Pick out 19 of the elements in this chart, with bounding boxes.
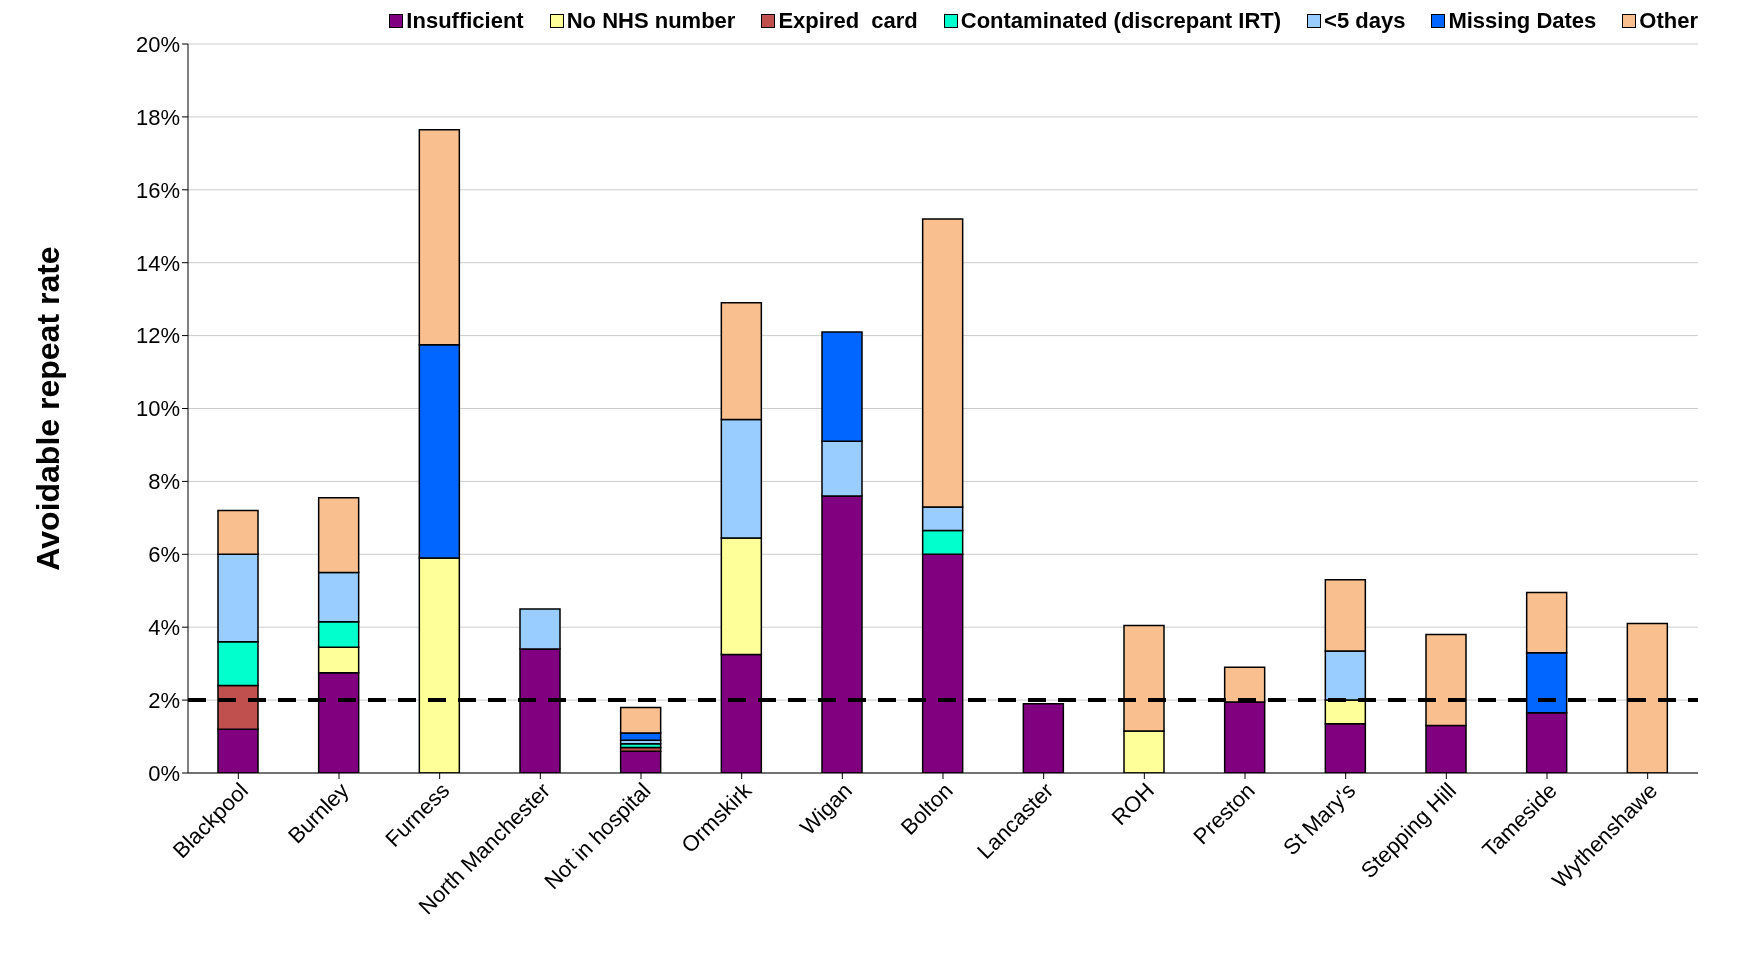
y-tick-label: 16% bbox=[135, 177, 180, 203]
legend-label: Expired card bbox=[777, 8, 918, 34]
legend-label: Other bbox=[1638, 8, 1698, 34]
y-tick-label: 12% bbox=[135, 323, 180, 349]
y-tick-label: 10% bbox=[135, 396, 180, 422]
y-tick-label: 6% bbox=[148, 542, 180, 568]
y-tick-label: 4% bbox=[148, 615, 180, 641]
legend-label: <5 days bbox=[1323, 8, 1406, 34]
y-tick-label: 8% bbox=[148, 469, 180, 495]
legend-label: Missing Dates bbox=[1447, 8, 1597, 34]
y-axis-title: Avoidable repeat rate bbox=[30, 246, 67, 571]
y-tick-label: 0% bbox=[148, 760, 180, 786]
y-tick-label: 2% bbox=[148, 687, 180, 713]
y-tick-label: 18% bbox=[135, 104, 180, 130]
legend-label: Insufficient bbox=[405, 8, 524, 34]
legend-label: Contaminated (discrepant IRT) bbox=[959, 8, 1282, 34]
y-tick-label: 20% bbox=[135, 31, 180, 57]
legend-label: No NHS number bbox=[565, 8, 736, 34]
y-tick-label: 14% bbox=[135, 250, 180, 276]
